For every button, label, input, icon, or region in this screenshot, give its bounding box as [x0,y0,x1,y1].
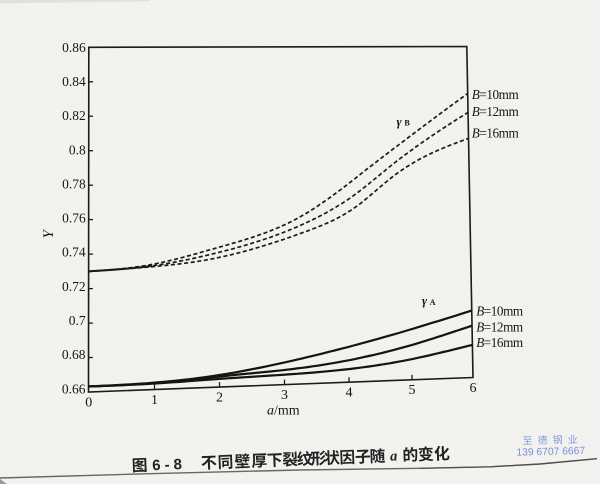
svg-text:B=16mm: B=16mm [472,126,520,141]
svg-text:0.86: 0.86 [62,40,86,55]
svg-text:0.74: 0.74 [62,245,86,260]
svg-text:0.78: 0.78 [62,177,86,192]
svg-text:a/mm: a/mm [267,404,300,419]
svg-text:2: 2 [216,390,223,405]
svg-text:0: 0 [85,395,92,410]
svg-text:B=16mm: B=16mm [476,335,524,350]
svg-text:0.76: 0.76 [62,211,86,226]
svg-text:6: 6 [470,381,477,396]
svg-text:0.8: 0.8 [69,142,86,157]
svg-text:B=12mm: B=12mm [472,104,520,119]
svg-text:B: B [404,119,410,128]
svg-text:6-8: 6-8 [152,456,186,474]
svg-text:1: 1 [151,393,158,408]
svg-text:0.72: 0.72 [62,279,86,294]
svg-text:γ: γ [422,294,428,308]
svg-text:0.84: 0.84 [62,74,86,89]
svg-text:0.66: 0.66 [62,381,86,396]
svg-text:B=12mm: B=12mm [476,320,524,335]
svg-text:B=10mm: B=10mm [472,87,520,102]
svg-text:a: a [390,448,398,464]
svg-text:139 6707 6667: 139 6707 6667 [516,446,585,459]
svg-text:0.7: 0.7 [69,313,86,328]
svg-text:A: A [430,298,436,307]
svg-text:3: 3 [281,388,288,403]
svg-text:5: 5 [409,383,416,398]
svg-text:B=10mm: B=10mm [476,304,524,319]
svg-text:0.82: 0.82 [62,108,86,123]
svg-text:γ: γ [397,115,403,129]
svg-text:0.68: 0.68 [62,347,86,362]
svg-text:4: 4 [346,386,353,401]
svg-text:Y: Y [41,229,57,239]
